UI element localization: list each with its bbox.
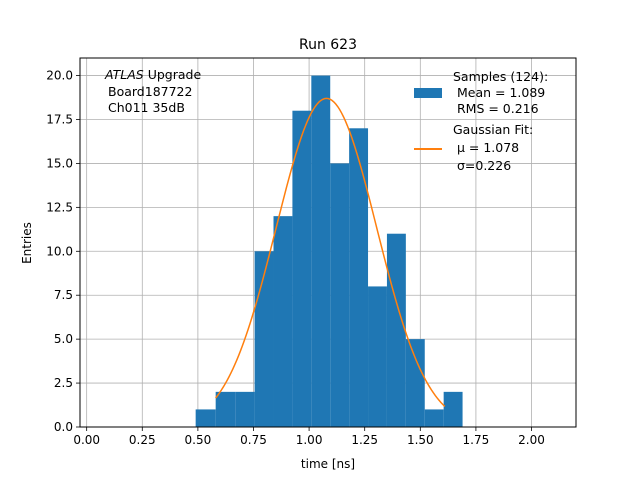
x-tick-label: 1.50 xyxy=(407,433,434,447)
histogram-bar xyxy=(235,391,255,427)
histogram-bar xyxy=(311,75,331,428)
x-tick-label: 1.25 xyxy=(351,433,378,447)
y-tick-label: 7.5 xyxy=(54,288,73,302)
y-tick-label: 5.0 xyxy=(54,332,73,346)
histogram-bar xyxy=(195,409,216,427)
histogram-bar xyxy=(273,216,293,427)
histogram-bar xyxy=(349,128,369,428)
legend-samples-swatch xyxy=(414,88,442,98)
legend-fit-sigma: σ=0.226 xyxy=(453,158,511,173)
legend: Samples (124): Mean = 1.089 RMS = 0.216 … xyxy=(414,69,548,173)
legend-samples-title: Samples (124): xyxy=(453,69,548,84)
annotation-line-1: ATLAS Upgrade xyxy=(104,67,201,82)
y-tick-label: 10.0 xyxy=(46,244,73,258)
y-tick-label: 12.5 xyxy=(46,200,73,214)
y-tick-label: 15.0 xyxy=(46,156,73,170)
annotation-atlas-text: ATLAS xyxy=(104,67,144,82)
x-axis-label: time [ns] xyxy=(301,457,355,471)
y-tick-label: 20.0 xyxy=(46,69,73,83)
legend-fit-mu: μ = 1.078 xyxy=(453,140,519,155)
y-tick-label: 17.5 xyxy=(46,113,73,127)
annotation-channel-text: Ch011 35dB xyxy=(108,100,185,115)
histogram-bar xyxy=(424,409,444,427)
plot-frame xyxy=(79,57,577,428)
y-tick-label: 0.0 xyxy=(54,420,73,434)
histogram-bar xyxy=(443,391,463,427)
histogram-bar xyxy=(215,391,236,427)
x-tick-label: 0.25 xyxy=(129,433,156,447)
annotation-upgrade-text: Upgrade xyxy=(148,67,202,82)
atlas-annotation: ATLAS Upgrade Board187722 Ch011 35dB xyxy=(104,67,201,115)
legend-samples-rms: RMS = 0.216 xyxy=(453,101,539,116)
gaussian-fit-curve xyxy=(215,97,446,407)
x-tick-label: 1.00 xyxy=(296,433,323,447)
chart-title: Run 623 xyxy=(299,37,357,53)
x-tick-label: 1.75 xyxy=(463,433,490,447)
histogram-bars xyxy=(195,75,463,428)
annotation-board-text: Board187722 xyxy=(108,84,192,99)
y-axis-ticks: 0.0 2.5 5.0 7.5 10.0 12.5 15.0 17.5 20.0 xyxy=(46,69,80,434)
histogram-bar xyxy=(330,163,350,427)
histogram-bar xyxy=(386,233,406,427)
x-axis-ticks: 0.00 0.25 0.50 0.75 1.00 1.25 1.50 1.75 2.00 xyxy=(73,427,545,447)
histogram-bar xyxy=(254,251,274,427)
y-axis-label: Entries xyxy=(20,222,34,264)
x-tick-label: 2.00 xyxy=(518,433,545,447)
y-tick-label: 2.5 xyxy=(54,376,73,390)
legend-samples-mean: Mean = 1.089 xyxy=(453,85,545,100)
x-tick-label: 0.50 xyxy=(185,433,212,447)
x-tick-label: 0.75 xyxy=(240,433,267,447)
histogram-bar xyxy=(405,339,425,427)
x-tick-label: 0.00 xyxy=(73,433,100,447)
legend-fit-title: Gaussian Fit: xyxy=(453,122,533,137)
histogram-bar xyxy=(368,286,387,427)
histogram-bar xyxy=(292,110,312,427)
